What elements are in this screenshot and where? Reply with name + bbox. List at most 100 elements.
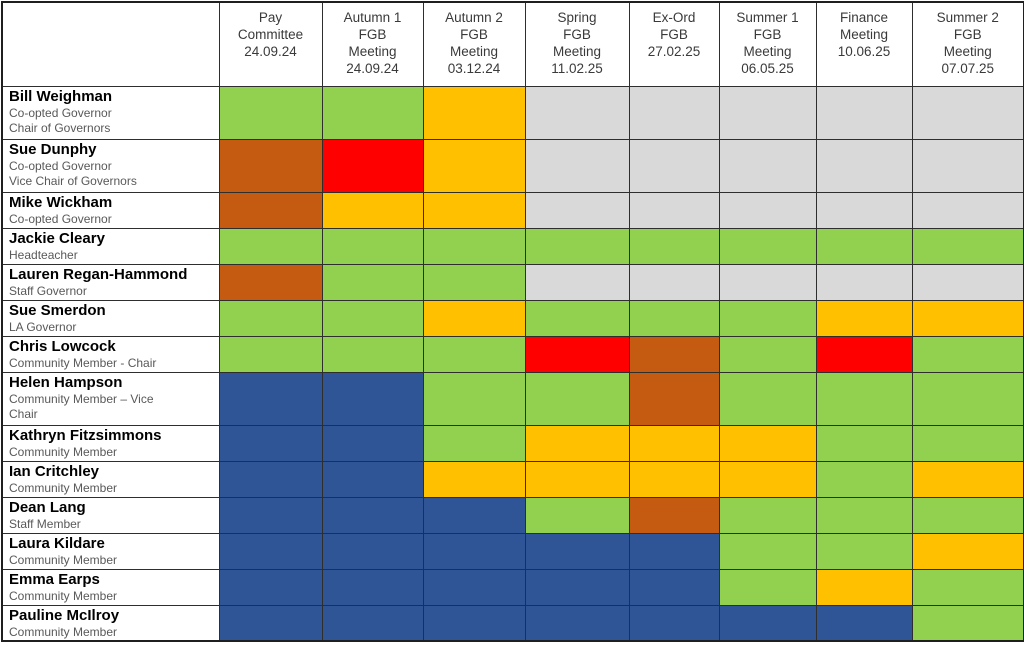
governor-row: Chris Lowcock Community Member - Chair [1,335,1024,373]
attendance-cell-grey [524,85,630,140]
governor-row: Pauline McIlroy Community Member [1,604,1024,642]
attendance-cell-green [218,227,323,265]
governor-name: Bill Weighman [9,87,113,105]
column-header: Pay Committee 24.09.24 [218,1,323,87]
attendance-cell-blue [321,568,424,606]
governor-row: Emma Earps Community Member [1,568,1024,606]
attendance-cell-grey [911,263,1024,301]
attendance-cell-green [321,85,424,140]
attendance-cell-blue [422,532,526,570]
attendance-cell-blue [718,604,817,642]
governor-name-cell: Ian Critchley Community Member [1,460,220,498]
governor-name-cell: Pauline McIlroy Community Member [1,604,220,642]
attendance-cell-grey [628,138,720,193]
governor-role: Vice Chair of Governors [9,173,137,188]
attendance-cell-green [815,371,913,426]
attendance-cell-blue [422,604,526,642]
attendance-cell-amber [422,460,526,498]
attendance-cell-green [218,299,323,337]
table-body: Bill Weighman Co-opted Governor Chair of G… [1,85,1024,642]
governor-name-cell: Bill Weighman Co-opted Governor Chair of G… [1,85,220,140]
attendance-cell-blue [218,371,323,426]
attendance-cell-blue [218,532,323,570]
column-header: Summer 2 FGB Meeting 07.07.25 [911,1,1024,87]
governor-row: Laura Kildare Community Member [1,532,1024,570]
attendance-cell-green [422,371,526,426]
attendance-cell-amber [718,460,817,498]
attendance-cell-amber [718,424,817,462]
attendance-cell-blue [218,604,323,642]
attendance-cell-amber [524,424,630,462]
attendance-cell-grey [524,263,630,301]
attendance-cell-green [422,335,526,373]
attendance-cell-green [218,335,323,373]
attendance-cell-amber [815,299,913,337]
governor-name: Ian Critchley [9,462,100,480]
attendance-cell-green [218,85,323,140]
column-header: Spring FGB Meeting 11.02.25 [524,1,630,87]
governor-name-cell: Kathryn Fitzsimmons Community Member [1,424,220,462]
governor-role: Community Member - Chair [9,355,157,370]
attendance-cell-blue [524,568,630,606]
governor-row: Kathryn Fitzsimmons Community Member [1,424,1024,462]
attendance-cell-grey [815,138,913,193]
attendance-cell-amber [628,424,720,462]
governor-name-cell: Mike Wickham Co-opted Governor [1,191,220,229]
attendance-cell-grey [815,85,913,140]
governor-row: Bill Weighman Co-opted Governor Chair of G… [1,85,1024,140]
governor-row: Lauren Regan-Hammond Staff Governor [1,263,1024,301]
attendance-cell-green [911,568,1024,606]
attendance-cell-grey [911,191,1024,229]
attendance-cell-green [321,227,424,265]
governor-name: Lauren Regan-Hammond [9,265,188,283]
governor-role: Co-opted Governor [9,105,112,120]
attendance-cell-blue [815,604,913,642]
attendance-cell-grey [524,191,630,229]
attendance-cell-blue [321,496,424,534]
attendance-cell-green [422,263,526,301]
attendance-cell-grey [718,85,817,140]
column-header: Autumn 1 FGB Meeting 24.09.24 [321,1,424,87]
governor-role: Chair of Governors [9,120,111,135]
governor-name-cell: Dean Lang Staff Member [1,496,220,534]
attendance-cell-amber [815,568,913,606]
attendance-cell-amber [911,460,1024,498]
attendance-cell-amber [422,85,526,140]
governor-name-cell: Emma Earps Community Member [1,568,220,606]
governor-row: Dean Lang Staff Member [1,496,1024,534]
attendance-cell-green [321,299,424,337]
attendance-cell-green [718,299,817,337]
attendance-cell-grey [911,138,1024,193]
attendance-cell-blue [321,604,424,642]
governor-row: Helen Hampson Community Member – Vice Chai… [1,371,1024,426]
governor-name: Jackie Cleary [9,229,105,247]
attendance-cell-brown [628,496,720,534]
attendance-cell-red [524,335,630,373]
attendance-cell-green [718,496,817,534]
attendance-cell-blue [321,371,424,426]
attendance-cell-blue [422,496,526,534]
corner-cell [1,1,220,87]
attendance-cell-amber [321,191,424,229]
attendance-cell-brown [218,263,323,301]
attendance-cell-blue [524,604,630,642]
attendance-cell-green [815,460,913,498]
attendance-cell-blue [628,568,720,606]
governor-role: Community Member [9,624,118,639]
governor-row: Sue Dunphy Co-opted Governor Vice Chair of… [1,138,1024,193]
governor-name-cell: Helen Hampson Community Member – Vice Chai… [1,371,220,426]
governor-row: Sue Smerdon LA Governor [1,299,1024,337]
attendance-cell-green [718,227,817,265]
attendance-cell-blue [321,532,424,570]
attendance-cell-blue [628,604,720,642]
governor-role: Community Member – Vice [9,391,154,406]
attendance-cell-green [911,371,1024,426]
attendance-cell-green [911,335,1024,373]
attendance-cell-brown [218,138,323,193]
attendance-cell-grey [524,138,630,193]
attendance-cell-grey [911,85,1024,140]
governor-name-cell: Lauren Regan-Hammond Staff Governor [1,263,220,301]
header-row: Pay Committee 24.09.24 Autumn 1 FGB Meeti… [1,1,1024,87]
attendance-cell-grey [718,138,817,193]
